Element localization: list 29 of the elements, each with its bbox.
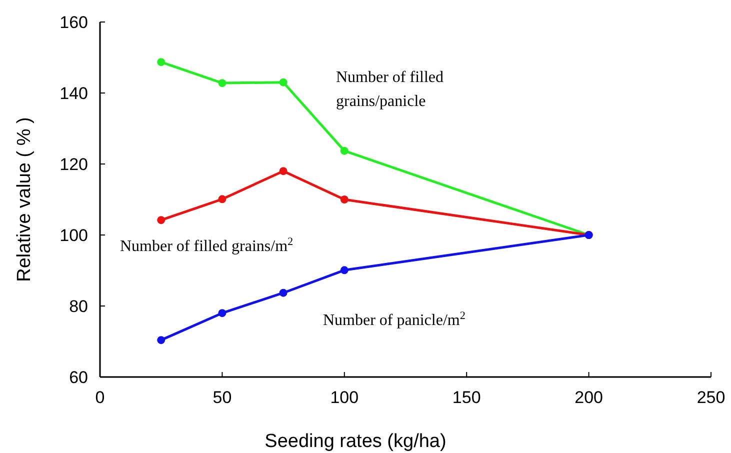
point	[340, 196, 348, 204]
series-label: Number of filled grains/panicle	[336, 69, 444, 110]
x-tick-label: 0	[95, 388, 105, 407]
y-tick-label: 140	[60, 84, 88, 103]
point	[218, 195, 226, 204]
x-tick-label: 200	[574, 388, 603, 407]
y-tick-label: 120	[60, 155, 88, 174]
x-axis-title: Seeding rates (kg/ha)	[264, 431, 446, 452]
point	[218, 79, 226, 88]
x-tick-label: 250	[696, 388, 726, 407]
point	[157, 216, 166, 224]
y-tick-label: 160	[60, 13, 88, 32]
point	[279, 288, 288, 297]
x-tick-label: 50	[212, 388, 232, 407]
point	[279, 78, 288, 86]
x-tick-label: 150	[452, 388, 481, 407]
y-axis-title: Relative value ( % )	[14, 117, 35, 282]
point	[340, 146, 348, 155]
point	[157, 336, 166, 344]
y-tick-label: 80	[69, 297, 88, 316]
point	[218, 309, 226, 318]
series-label: Number of panicle/m$^{2}$	[323, 310, 466, 329]
text: Number of filled grains/m$^{2}$	[120, 236, 294, 255]
y-tick-label: 60	[69, 368, 88, 387]
point	[279, 167, 288, 176]
x-tick-label: 100	[330, 388, 359, 407]
y-tick-label: 100	[60, 226, 88, 245]
point	[157, 58, 166, 66]
point	[340, 266, 348, 274]
